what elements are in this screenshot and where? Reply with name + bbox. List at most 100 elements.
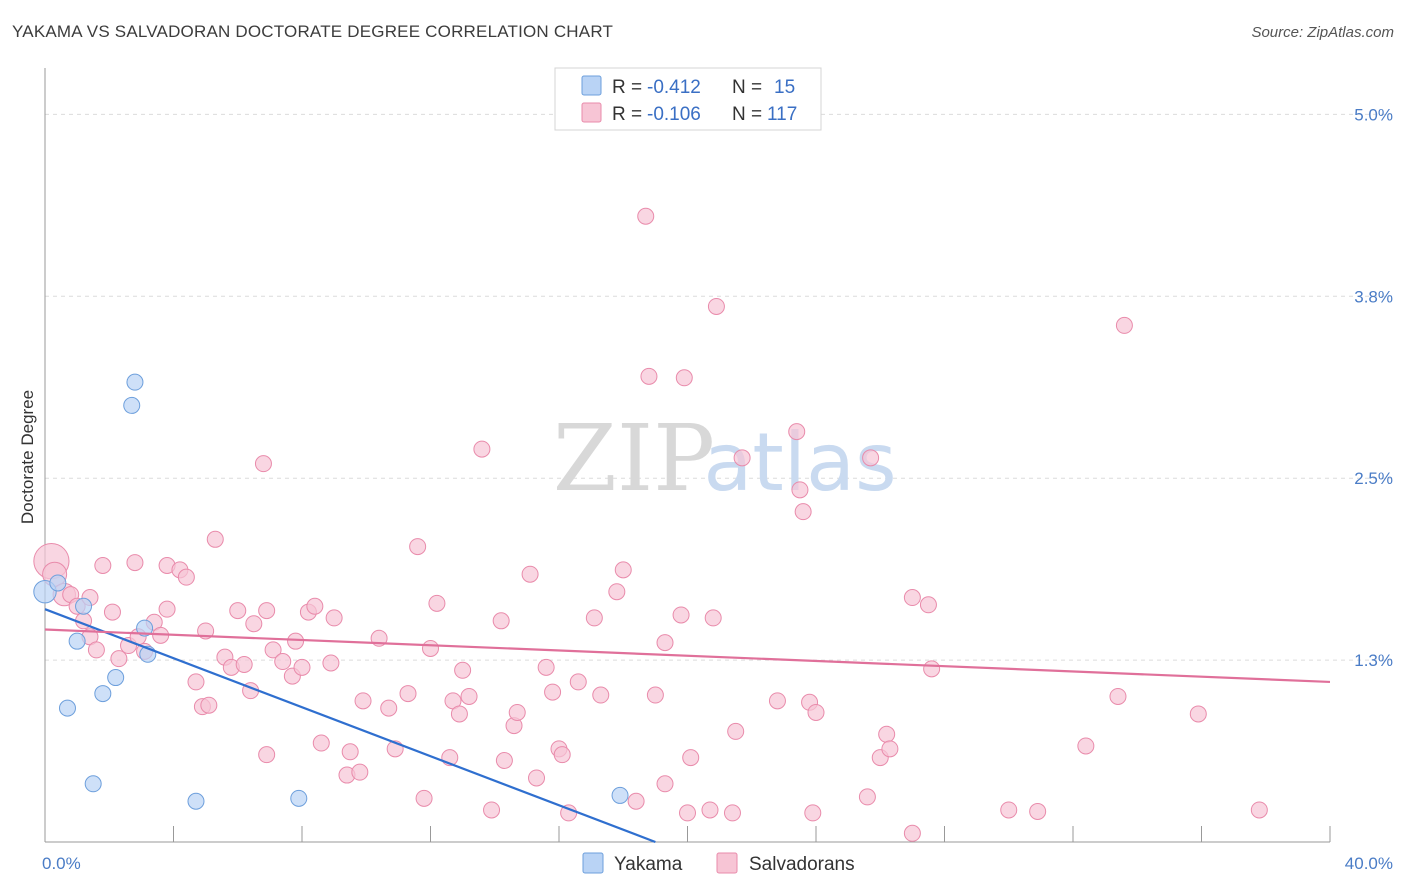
salvadorans-point-95 <box>727 722 745 740</box>
y-tick-label-2: 3.8% <box>1354 287 1393 306</box>
salvadorans-point-100 <box>794 503 812 521</box>
salvadorans-point-35 <box>258 602 276 620</box>
grid-lines <box>45 113 1392 661</box>
salvadorans-point-119 <box>1189 705 1207 723</box>
salvadorans-point-99 <box>788 423 806 441</box>
salvadorans-point-54 <box>409 538 427 556</box>
salvadorans-point-86 <box>675 369 693 387</box>
yakama-point-2 <box>75 597 93 615</box>
salvadorans-point-110 <box>903 824 921 842</box>
salvadorans-point-34 <box>258 746 276 764</box>
salvadorans-point-9 <box>94 557 112 575</box>
salvadorans-point-71 <box>537 658 555 676</box>
yakama-point-3 <box>68 632 86 650</box>
salvadorans-point-10 <box>103 603 121 621</box>
salvadorans-point-93 <box>707 297 725 315</box>
salvadorans-point-84 <box>646 686 664 704</box>
salvadorans-point-116 <box>1115 316 1133 334</box>
salvadorans-point-51 <box>380 699 398 717</box>
salvadorans-point-91 <box>701 801 719 819</box>
yakama-point-12 <box>187 792 205 810</box>
legend-salvadorans-n-label: N = <box>732 104 762 125</box>
salvadorans-point-39 <box>287 632 305 650</box>
salvadorans-point-94 <box>723 804 741 822</box>
series-legend: Yakama Salvadorans <box>582 852 855 875</box>
yakama-trend-line <box>44 608 656 844</box>
salvadorans-point-45 <box>325 609 343 627</box>
yakama-point-13 <box>290 789 308 807</box>
x-tick-label-1: 40.0% <box>1345 854 1393 873</box>
legend-yakama-r-value: -0.412 <box>647 77 701 98</box>
salvadorans-point-61 <box>454 661 472 679</box>
source-label: Source: ZipAtlas.com <box>1251 24 1394 41</box>
y-tick-label-1: 2.5% <box>1354 469 1393 488</box>
yakama-point-4 <box>58 699 76 717</box>
y-tick-label-0: 1.3% <box>1354 651 1393 670</box>
yakama-point-8 <box>126 373 144 391</box>
yakama-point-7 <box>123 396 141 414</box>
salvadorans-point-36 <box>264 641 282 659</box>
salvadorans-points <box>33 207 1268 842</box>
salvadorans-point-8 <box>87 641 105 659</box>
watermark: ZIP atlas <box>553 405 897 512</box>
salvadorans-point-65 <box>492 612 510 630</box>
y-tick-label-3: 5.0% <box>1354 105 1393 124</box>
salvadorans-point-66 <box>495 752 513 770</box>
salvadorans-point-85 <box>656 775 674 793</box>
salvadorans-point-81 <box>637 207 655 225</box>
bottom-legend-salvadorans-label: Salvadorans <box>749 854 855 875</box>
salvadorans-point-44 <box>322 654 340 672</box>
bottom-legend-yakama-swatch <box>582 852 604 874</box>
salvadorans-point-18 <box>158 600 176 618</box>
legend-salvadorans-r-label: R = <box>612 104 642 125</box>
salvadorans-point-70 <box>528 769 546 787</box>
salvadorans-point-53 <box>399 685 417 703</box>
salvadorans-point-114 <box>1029 802 1047 820</box>
salvadorans-point-102 <box>804 804 822 822</box>
salvadorans-point-37 <box>274 653 292 671</box>
salvadorans-point-25 <box>200 696 218 714</box>
legend-salvadorans-swatch <box>581 102 602 123</box>
salvadorans-point-74 <box>553 746 571 764</box>
salvadorans-point-76 <box>569 673 587 691</box>
y-axis-label: Doctorate Degree <box>18 390 37 524</box>
salvadorans-point-42 <box>306 597 324 615</box>
salvadorans-point-56 <box>422 639 439 657</box>
legend-salvadorans-r-value: -0.106 <box>647 104 701 125</box>
salvadorans-point-26 <box>206 530 224 548</box>
salvadorans-point-77 <box>585 609 603 627</box>
salvadorans-point-60 <box>450 705 468 723</box>
salvadorans-point-87 <box>656 634 674 652</box>
salvadorans-point-57 <box>428 594 446 612</box>
salvadorans-point-97 <box>768 692 786 710</box>
salvadorans-point-11 <box>110 650 128 668</box>
salvadorans-point-118 <box>1250 801 1268 819</box>
salvadorans-point-90 <box>679 804 696 822</box>
yakama-point-14 <box>611 786 629 804</box>
salvadorans-point-68 <box>508 703 526 721</box>
salvadorans-point-96 <box>733 449 751 467</box>
salvadorans-trend-line <box>44 628 1331 684</box>
yakama-point-1 <box>49 574 67 592</box>
salvadorans-point-113 <box>1000 801 1018 819</box>
salvadorans-point-40 <box>293 658 311 676</box>
axes <box>44 68 1331 843</box>
salvadorans-point-117 <box>1109 687 1127 705</box>
salvadorans-point-112 <box>923 660 941 678</box>
salvadorans-point-72 <box>544 683 562 701</box>
yakama-points <box>33 373 629 810</box>
yakama-point-5 <box>94 685 112 703</box>
salvadorans-point-32 <box>245 615 263 633</box>
bottom-legend-yakama-label: Yakama <box>614 854 683 875</box>
legend-yakama-n-value: 15 <box>774 77 795 98</box>
salvadorans-point-108 <box>881 740 899 758</box>
legend-yakama-r-label: R = <box>612 77 642 98</box>
tick-labels: 1.3% 2.5% 3.8% 5.0% 0.0% 40.0% <box>42 105 1393 873</box>
chart-title: YAKAMA VS SALVADORAN DOCTORATE DEGREE CO… <box>12 22 614 41</box>
salvadorans-point-21 <box>177 568 195 586</box>
salvadorans-point-22 <box>187 673 205 691</box>
salvadorans-point-30 <box>235 655 253 673</box>
salvadorans-point-55 <box>415 789 433 807</box>
salvadorans-point-103 <box>807 703 825 721</box>
